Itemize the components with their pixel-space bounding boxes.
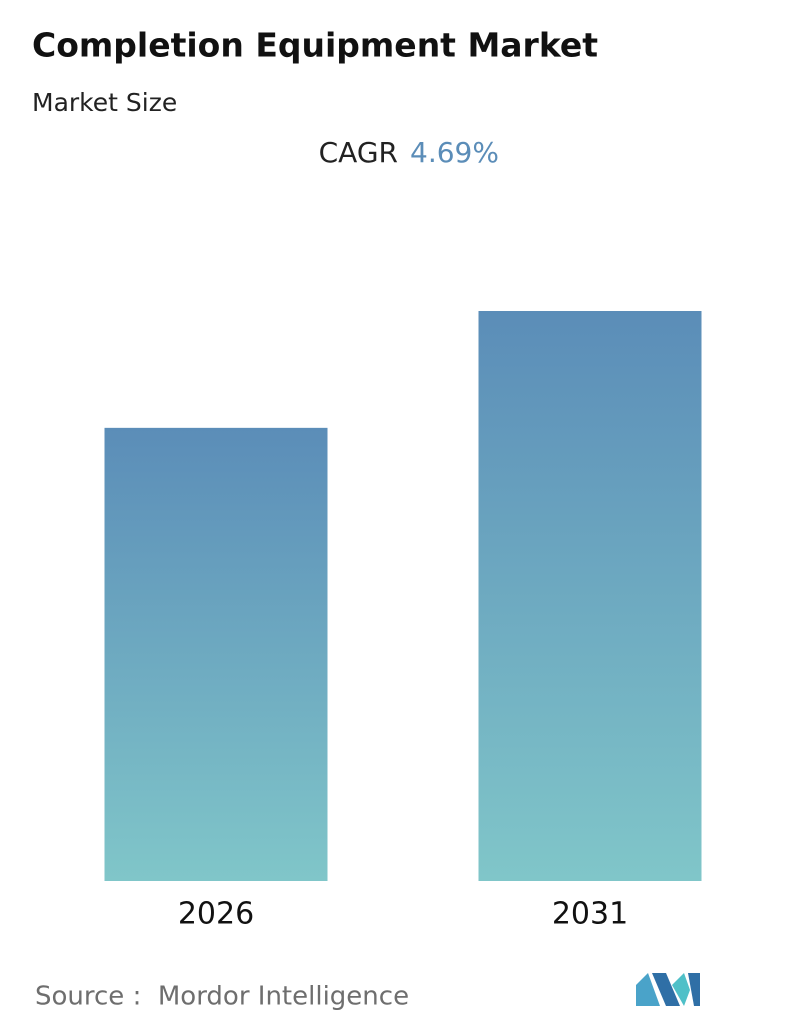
x-tick-label: 2026: [178, 897, 254, 932]
cagr-label: CAGR: [319, 136, 398, 169]
chart-title: Completion Equipment Market: [32, 26, 598, 65]
source: Source : Mordor Intelligence: [35, 982, 409, 1012]
logo: [636, 973, 700, 1006]
x-tick-label: 2031: [552, 897, 628, 932]
bar: [104, 427, 328, 881]
cagr-value: 4.69%: [410, 136, 499, 169]
bar: [478, 311, 702, 881]
chart-subtitle: Market Size: [32, 88, 177, 117]
